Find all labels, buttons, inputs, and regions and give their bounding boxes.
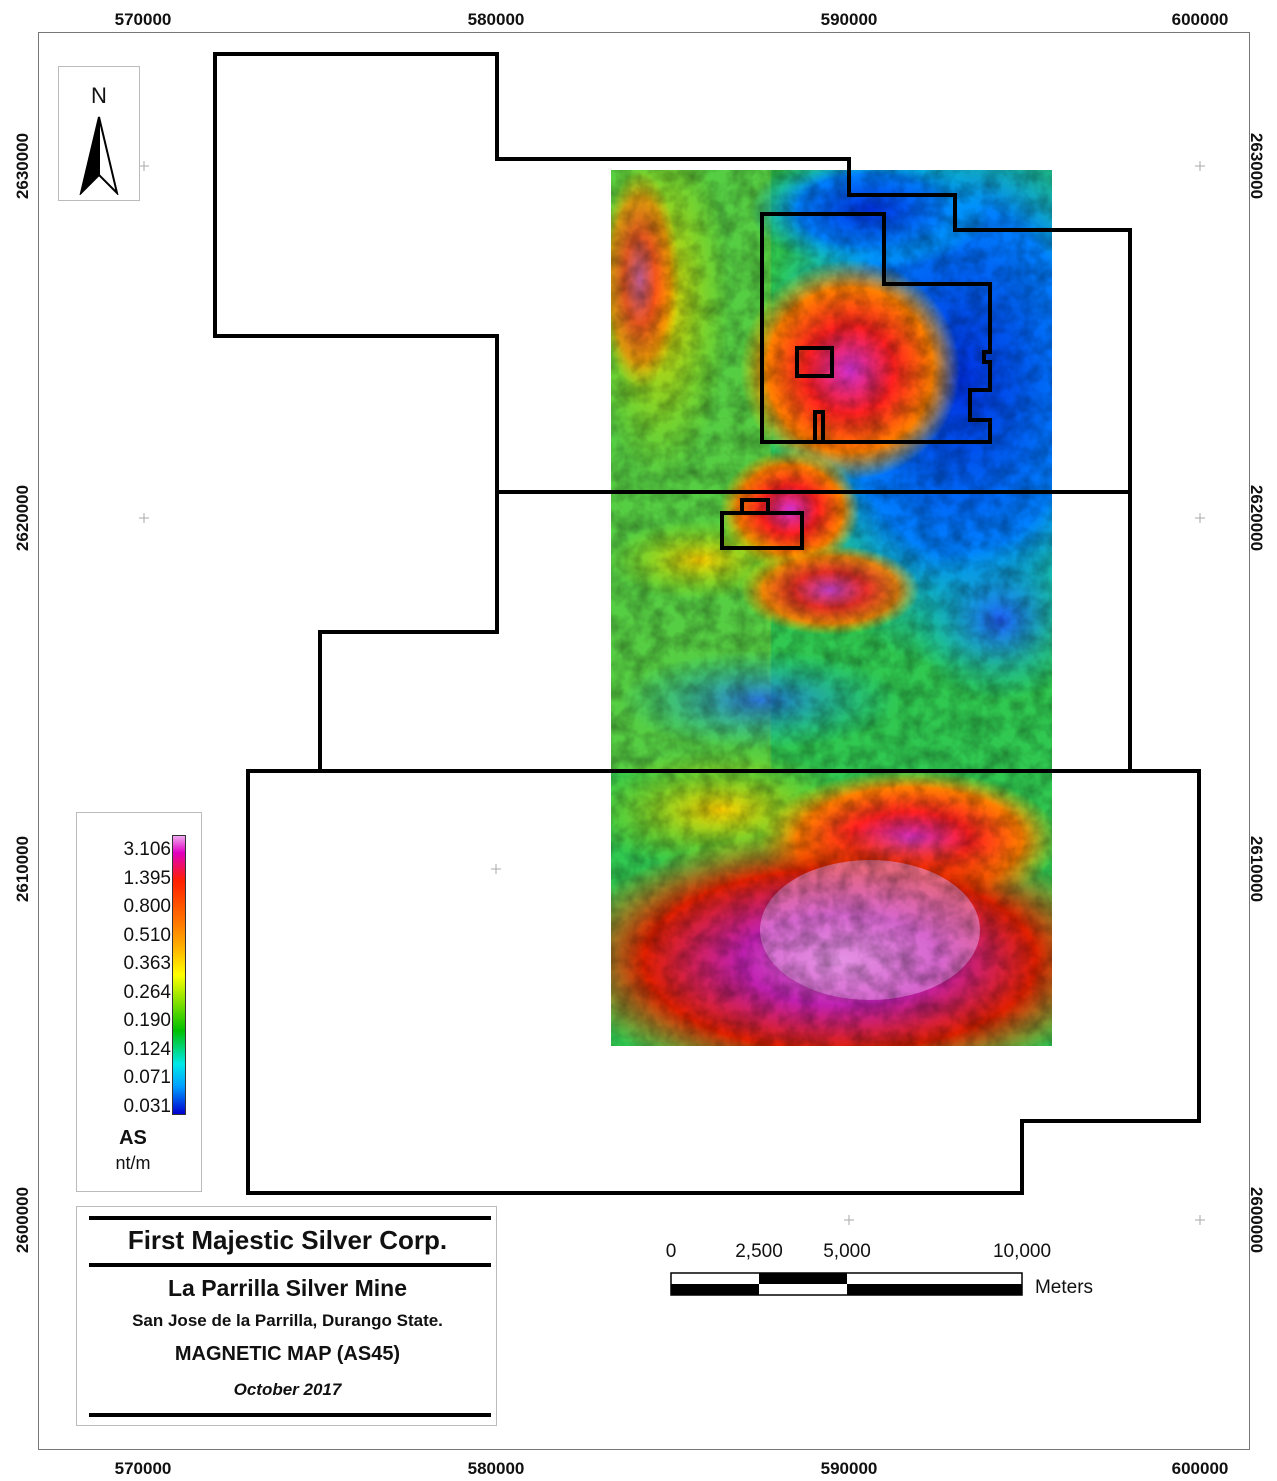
company-name: First Majestic Silver Corp.: [127, 1225, 448, 1255]
legend-value: 3.106: [123, 839, 171, 860]
legend-value: 1.395: [123, 868, 171, 889]
x-tick-bottom: 570000: [114, 1459, 172, 1478]
small-claim-line: [813, 410, 825, 442]
x-tick-bottom: 590000: [820, 1459, 878, 1478]
magnetic-raster: [611, 170, 1052, 1046]
x-tick-top: 600000: [1171, 10, 1229, 29]
x-tick-top: 570000: [114, 10, 172, 29]
legend-value: 0.190: [123, 1010, 171, 1031]
scale-unit: Meters: [1034, 1277, 1094, 1298]
legend-value: 0.071: [123, 1067, 171, 1088]
central-claim-notch: [740, 498, 770, 513]
north-arrow-box: N: [58, 66, 140, 201]
legend-value: 0.510: [123, 925, 171, 946]
scale-label: 0: [665, 1241, 677, 1262]
legend-value: 0.264: [123, 982, 171, 1003]
scale-label: 10,000: [992, 1241, 1052, 1262]
scale-label: 2,500: [735, 1241, 783, 1262]
scale-label: 5,000: [823, 1241, 871, 1262]
mine-name: La Parrilla Silver Mine: [167, 1275, 408, 1301]
north-arrow-icon: [79, 116, 119, 195]
mine-location: San Jose de la Parrilla, Durango State.: [132, 1311, 443, 1330]
map-date: October 2017: [233, 1380, 342, 1399]
north-label: N: [91, 83, 107, 108]
title-rule: [89, 1263, 491, 1267]
legend-title: AS: [119, 1127, 147, 1149]
central-claim-box: [720, 511, 804, 550]
x-tick-top: 580000: [467, 10, 525, 29]
x-tick-top: 590000: [820, 10, 878, 29]
title-rule: [89, 1216, 491, 1220]
grid-crosses: [139, 161, 1205, 1225]
inner-claim-outline: [760, 212, 992, 444]
legend-value: 0.800: [123, 896, 171, 917]
x-tick-bottom: 600000: [1171, 1459, 1229, 1478]
property-outlines: [213, 52, 1201, 1195]
legend-unit: nt/m: [115, 1153, 151, 1173]
legend-value: 0.363: [123, 953, 171, 974]
legend-value: 0.031: [123, 1096, 171, 1117]
small-claim-box: [795, 346, 834, 378]
color-legend: 3.106 1.395 0.800 0.510 0.363 0.264 0.19…: [76, 812, 202, 1192]
map-title: MAGNETIC MAP (AS45): [174, 1343, 401, 1365]
legend-value: 0.124: [123, 1039, 171, 1060]
x-tick-bottom: 580000: [467, 1459, 525, 1478]
claim-outline-south: [246, 769, 1201, 1195]
claim-outline-north: [213, 52, 1132, 492]
title-block: First Majestic Silver Corp. La Parrilla …: [76, 1206, 497, 1426]
title-rule: [89, 1413, 491, 1417]
legend-color-ramp: [172, 835, 186, 1115]
